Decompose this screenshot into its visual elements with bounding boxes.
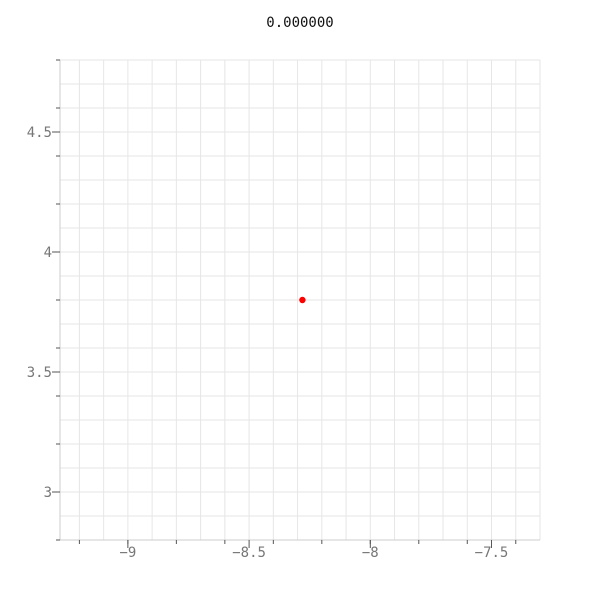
y-tick-label: 3	[44, 485, 52, 501]
x-tick-label: −9	[119, 545, 136, 561]
y-tick-label: 4.5	[27, 125, 52, 141]
x-tick-label: −8	[362, 545, 379, 561]
y-tick-label: 4	[44, 245, 52, 261]
y-tick-label: 3.5	[27, 365, 52, 381]
x-tick-label: −8.5	[232, 545, 266, 561]
chart-title: 0.000000	[266, 15, 334, 31]
data-point	[299, 296, 306, 304]
x-tick-label: −7.5	[475, 545, 509, 561]
